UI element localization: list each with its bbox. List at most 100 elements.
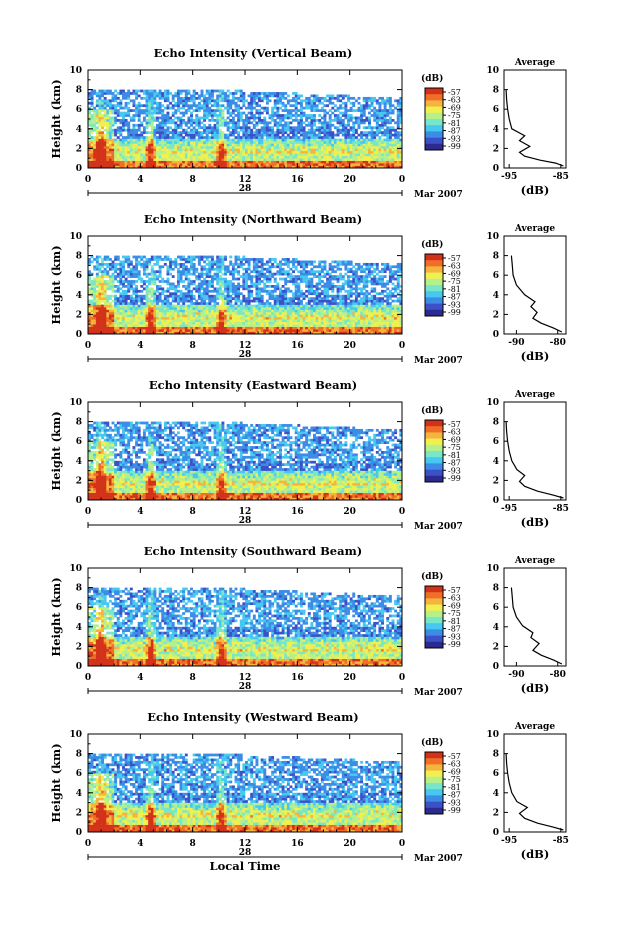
heatmap-cell — [140, 265, 144, 269]
heatmap-cell — [111, 280, 115, 283]
heatmap-cell — [108, 104, 112, 108]
heatmap-cell — [210, 331, 214, 335]
heatmap-cell — [210, 311, 214, 315]
colorbar-segment — [425, 106, 443, 114]
heatmap-cell — [205, 145, 209, 149]
heatmap-cell — [231, 314, 235, 318]
heatmap-cell — [90, 150, 94, 154]
heatmap-cell — [224, 163, 227, 166]
heatmap-cell — [224, 297, 227, 300]
heatmap-cell — [203, 111, 207, 115]
heatmap-cell — [192, 331, 196, 335]
heatmap-cell — [229, 148, 233, 152]
heatmap-cell — [142, 309, 146, 313]
heatmap-cell — [187, 96, 191, 100]
heatmap-cell — [111, 104, 115, 108]
heatmap-cell — [200, 321, 204, 325]
heatmap-cell — [273, 94, 277, 98]
heatmap-cell — [344, 141, 348, 144]
heatmap-cell — [158, 331, 162, 335]
heatmap-cell — [341, 160, 345, 164]
heatmap-cell — [218, 94, 222, 98]
heatmap-cell — [208, 319, 212, 323]
heatmap-cell — [108, 150, 112, 154]
heatmap-cell — [137, 270, 141, 274]
heatmap-cell — [108, 138, 112, 142]
heatmap-cell — [224, 324, 227, 327]
heatmap-cell — [234, 148, 238, 152]
heatmap-cell — [150, 109, 154, 112]
heatmap-cell — [148, 119, 152, 122]
heatmap-cell — [234, 143, 238, 147]
heatmap-cell — [101, 101, 104, 105]
heatmap-cell — [108, 143, 112, 147]
heatmap-cell — [231, 316, 235, 320]
heatmap-cell — [263, 143, 267, 147]
heatmap-cell — [142, 153, 146, 157]
heatmap-cell — [127, 109, 131, 112]
heatmap-cell — [247, 148, 251, 152]
heatmap-cell — [101, 280, 104, 283]
heatmap-cell — [396, 143, 400, 147]
heatmap-cell — [156, 104, 159, 108]
heatmap-cell — [124, 148, 128, 152]
heatmap-cell — [365, 163, 369, 166]
heatmap-cell — [286, 136, 290, 139]
heatmap-cell — [216, 141, 220, 144]
heatmap-cell — [192, 324, 196, 327]
heatmap-cell — [245, 163, 248, 166]
heatmap-cell — [122, 106, 125, 110]
heatmap-cell — [129, 136, 133, 139]
heatmap-cell — [271, 150, 275, 154]
heatmap-cell — [247, 265, 251, 269]
heatmap-cell — [294, 104, 298, 108]
heatmap-cell — [265, 145, 269, 149]
heatmap-cell — [326, 163, 330, 166]
heatmap-cell — [140, 141, 144, 144]
heatmap-cell — [190, 104, 193, 108]
heatmap-cell — [229, 299, 233, 303]
heatmap-cell — [156, 316, 159, 320]
heatmap-cell — [90, 287, 94, 291]
heatmap-cell — [367, 116, 371, 120]
heatmap-cell — [213, 304, 217, 308]
heatmap-cell — [210, 128, 214, 132]
heatmap-cell — [323, 155, 327, 159]
heatmap-cell — [260, 143, 264, 147]
heatmap-cell — [394, 106, 398, 110]
heatmap-cell — [203, 287, 207, 291]
heatmap-cell — [142, 324, 146, 327]
heatmap-cell — [391, 109, 395, 112]
heatmap-cell — [106, 148, 110, 152]
heatmap-cell — [237, 106, 241, 110]
heatmap-cell — [182, 316, 186, 320]
heatmap-cell — [268, 163, 272, 166]
heatmap-cell — [137, 304, 141, 308]
heatmap-cell — [200, 316, 204, 320]
heatmap-cell — [119, 319, 123, 323]
heatmap-cell — [176, 126, 180, 130]
heatmap-cell — [111, 287, 115, 291]
heatmap-cell — [260, 111, 264, 115]
heatmap-cell — [106, 99, 110, 103]
heatmap-cell — [263, 304, 267, 308]
heatmap-cell — [93, 141, 97, 144]
heatmap-cell — [305, 158, 309, 161]
heatmap-cell — [218, 321, 222, 325]
heatmap-cell — [150, 289, 154, 293]
heatmap-cell — [114, 145, 118, 149]
heatmap-cell — [318, 128, 322, 132]
heatmap-cell — [375, 109, 379, 112]
heatmap-cell — [370, 133, 374, 137]
heatmap-cell — [195, 133, 199, 137]
heatmap-cell — [150, 277, 154, 281]
heatmap-cell — [179, 319, 183, 323]
heatmap-cell — [258, 289, 261, 293]
heatmap-cell — [90, 99, 94, 103]
heatmap-cell — [237, 289, 241, 293]
profile-x-axis-label: (dB) — [521, 183, 550, 197]
heatmap-cell — [341, 123, 345, 127]
heatmap-cell — [237, 292, 241, 296]
heatmap-cell — [200, 314, 204, 318]
heatmap-cell — [93, 145, 97, 149]
